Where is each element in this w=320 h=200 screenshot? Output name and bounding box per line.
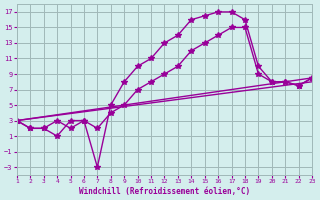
X-axis label: Windchill (Refroidissement éolien,°C): Windchill (Refroidissement éolien,°C): [79, 187, 250, 196]
